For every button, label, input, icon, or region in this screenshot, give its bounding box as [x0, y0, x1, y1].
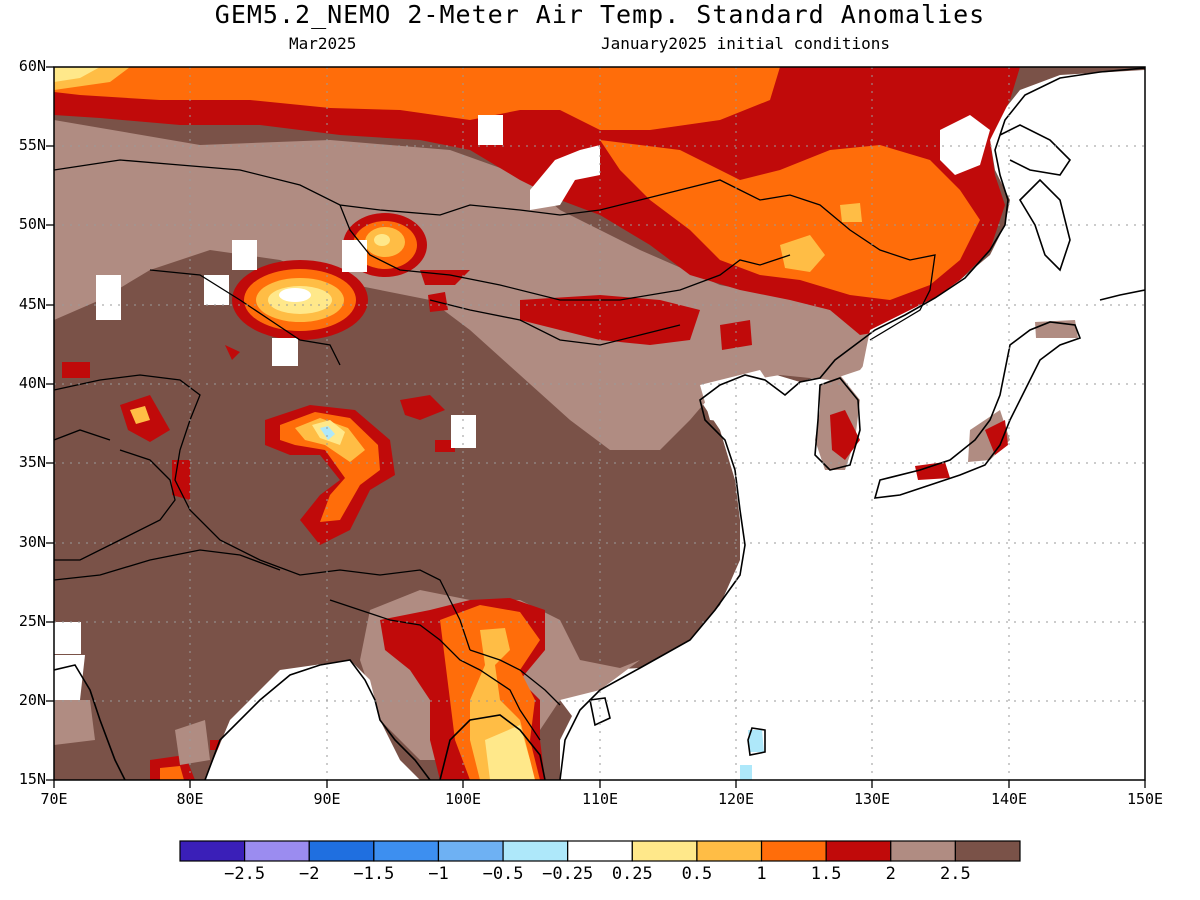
masked-cell-baikal — [530, 145, 600, 210]
anomaly-patch-36n-east — [435, 440, 455, 452]
colorbar-label: 0.5 — [681, 864, 713, 884]
colorbar-label: −2.5 — [224, 864, 266, 884]
colorbar-bin — [308, 840, 375, 862]
anomaly-band-025-nw — [54, 67, 100, 82]
masked-bay-bengal — [205, 660, 420, 780]
colorbar-label: 2 — [885, 864, 896, 884]
valid-month-label: Mar2025 — [289, 34, 357, 53]
gridlines — [54, 67, 1145, 780]
anomaly-band-1-north — [54, 67, 780, 130]
anomaly-band-2 — [54, 120, 880, 450]
masked-cell-balkhash-w — [232, 240, 257, 270]
hotspot-indochina — [380, 598, 545, 780]
masked-cell-arabian — [54, 622, 81, 654]
national-borders — [54, 159, 936, 741]
axis-ticks — [46, 66, 1146, 788]
lat-label-15n: 15N — [18, 770, 46, 788]
lat-label-35n: 35N — [18, 453, 46, 471]
anomaly-japan-south — [915, 462, 950, 480]
colorbar-label: 1 — [756, 864, 767, 884]
masked-cell-north — [478, 115, 503, 145]
anomaly-luzon — [740, 765, 752, 780]
anomaly-patch-west-38n-core — [130, 406, 150, 424]
lat-label-20n: 20N — [18, 691, 46, 709]
masked-okhotsk — [940, 115, 990, 175]
colorbar-bin — [437, 840, 504, 862]
colorbar-bin — [890, 840, 956, 862]
lon-label-150e: 150E — [1126, 790, 1164, 808]
lon-label-140e: 140E — [990, 790, 1028, 808]
lon-label-120e: 120E — [717, 790, 755, 808]
anomaly-belt-45n — [520, 295, 700, 345]
hotspot-tibet — [265, 405, 395, 545]
lon-label-110e: 110E — [581, 790, 619, 808]
lat-label-40n: 40N — [18, 374, 46, 392]
anomaly-korea-strong — [830, 410, 860, 460]
lon-label-70e: 70E — [40, 790, 68, 808]
colorbar-label: −0.5 — [482, 864, 524, 884]
masked-cell-caspian — [96, 275, 121, 320]
colorbar-bin — [631, 840, 698, 862]
colorbar-bin — [825, 840, 892, 862]
colorbar-bin — [954, 840, 1021, 862]
colorbar-bin — [373, 840, 440, 862]
anomaly-patch-india-south-core — [160, 766, 184, 780]
anomaly-patch-india-west — [54, 700, 95, 745]
anomaly-patch-42n — [225, 345, 240, 360]
lat-label-30n: 30N — [18, 533, 46, 551]
colorbar-label: −1 — [428, 864, 449, 884]
colorbar-label: −2 — [298, 864, 320, 884]
anomaly-patch-west-41n — [62, 362, 90, 378]
colorbar-label: 2.5 — [940, 864, 971, 884]
colorbar-bin — [760, 840, 827, 862]
lat-label-60n: 60N — [18, 57, 46, 75]
colorbar-bin — [567, 840, 633, 862]
anomaly-patch-44n — [720, 320, 752, 350]
colorbar-bin — [244, 840, 310, 862]
coastlines-borders — [54, 67, 1145, 780]
lat-label-45n: 45N — [18, 295, 46, 313]
lon-label-100e: 100E — [444, 790, 482, 808]
hotspot-dzungaria — [232, 260, 368, 340]
anomaly-taiwan — [748, 730, 764, 752]
lat-label-25n: 25N — [18, 612, 46, 630]
masked-sea-japan — [860, 270, 1010, 430]
colorbar-label: 0.25 — [611, 864, 653, 884]
lat-label-55n: 55N — [18, 136, 46, 154]
chart-title: GEM5.2_NEMO 2-Meter Air Temp. Standard A… — [214, 0, 986, 29]
anomaly-band-05-ne2 — [840, 203, 862, 222]
colorbar-bin — [502, 840, 569, 862]
colorbar-label: −0.25 — [542, 864, 594, 884]
anomaly-patch-38n — [400, 395, 445, 420]
lon-label-130e: 130E — [853, 790, 891, 808]
masked-cell-issyk — [272, 338, 298, 366]
initial-conditions-label: January2025 initial conditions — [601, 34, 890, 53]
colorbar-label: 1.5 — [810, 864, 842, 884]
colorbar-bin — [696, 840, 763, 862]
lat-label-50n: 50N — [18, 215, 46, 233]
lon-label-90e: 90E — [313, 790, 341, 808]
masked-coast-india-west — [54, 655, 85, 700]
colorbar-bin — [179, 840, 246, 862]
anomaly-japan-strong — [985, 420, 1008, 455]
colorbar-label: −1.5 — [353, 864, 395, 884]
lon-label-80e: 80E — [176, 790, 204, 808]
anomaly-band-05-ne — [780, 235, 825, 272]
anomaly-patch-india-east — [175, 720, 210, 765]
anomaly-band-1-ne — [600, 140, 980, 300]
